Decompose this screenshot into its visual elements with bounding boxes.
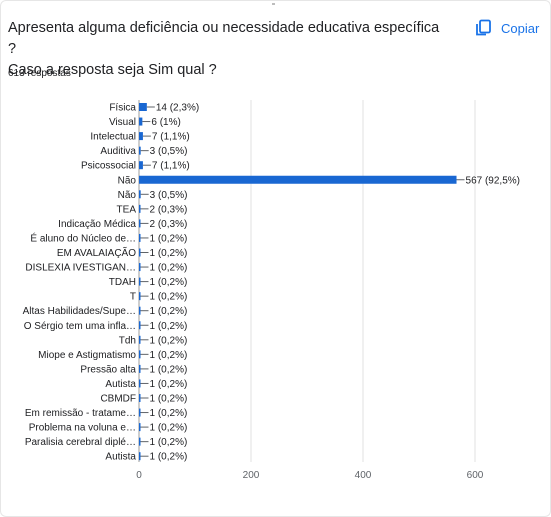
bar — [139, 452, 141, 461]
bar — [139, 161, 143, 170]
category-label: Psicossocial — [81, 161, 136, 172]
category-label: Tdh — [119, 335, 136, 346]
category-label: Visual — [109, 117, 136, 128]
bar — [139, 306, 141, 315]
bar — [139, 263, 141, 272]
bar — [139, 321, 141, 330]
category-label: T — [130, 292, 136, 303]
data-label: 567 (92,5%) — [466, 175, 520, 186]
data-label: 1 (0,2%) — [150, 364, 188, 375]
category-label: Não — [118, 190, 137, 201]
data-label: 6 (1%) — [151, 117, 180, 128]
category-label: É aluno do Núcleo de… — [30, 231, 136, 244]
category-label: Autista — [105, 452, 136, 463]
bar — [139, 394, 141, 402]
x-tick-label: 400 — [355, 470, 372, 481]
bar — [139, 350, 141, 359]
question-title: Apresenta alguma deficiência ou necessid… — [8, 18, 448, 81]
drag-handle — [272, 3, 275, 5]
bar — [139, 248, 141, 257]
data-label: 1 (0,2%) — [150, 423, 188, 434]
category-label: DISLEXIA IVESTIGAN… — [25, 263, 136, 274]
data-label: 1 (0,2%) — [150, 394, 188, 405]
category-label: TEA — [117, 204, 137, 215]
copy-button-label: Copiar — [501, 20, 540, 36]
data-label: 1 (0,2%) — [150, 452, 188, 463]
data-label: 1 (0,2%) — [150, 277, 188, 288]
bar — [139, 277, 141, 286]
bar — [139, 190, 141, 199]
bar — [139, 335, 141, 344]
bar — [139, 379, 141, 388]
category-label: Paralisia cerebral diplé… — [25, 437, 136, 448]
data-label: 1 (0,2%) — [150, 321, 188, 332]
category-label: Em remissão - tratame… — [25, 408, 136, 419]
data-label: 1 (0,2%) — [150, 437, 188, 448]
data-label: 1 (0,2%) — [150, 350, 188, 361]
data-label: 1 (0,2%) — [150, 292, 188, 303]
bar — [139, 233, 141, 242]
data-label: 14 (2,3%) — [156, 103, 199, 114]
data-label: 1 (0,2%) — [150, 263, 188, 274]
bar — [139, 219, 141, 228]
x-tick-label: 0 — [136, 470, 142, 481]
data-label: 1 (0,2%) — [150, 233, 188, 244]
bar — [139, 437, 141, 446]
data-label: 1 (0,2%) — [150, 306, 188, 317]
copy-icon — [476, 19, 491, 36]
category-label: Problema na voluna e… — [29, 423, 136, 434]
category-label: Não — [118, 175, 137, 186]
data-label: 2 (0,3%) — [150, 204, 188, 215]
category-label: Física — [109, 103, 136, 114]
data-label: 1 (0,2%) — [150, 335, 188, 346]
data-label: 3 (0,5%) — [150, 190, 188, 201]
x-tick-label: 600 — [467, 470, 484, 481]
bar — [139, 292, 141, 301]
bar — [139, 103, 147, 111]
data-label: 2 (0,3%) — [150, 219, 188, 230]
question-title-line1: Apresenta alguma deficiência ou necessid… — [8, 20, 440, 57]
category-label: Auditiva — [100, 146, 136, 157]
bar — [139, 117, 143, 126]
data-label: 1 (0,2%) — [150, 408, 188, 419]
bar — [139, 175, 457, 184]
data-label: 3 (0,5%) — [150, 146, 188, 157]
bar — [139, 408, 141, 417]
category-label: Pressão alta — [80, 364, 136, 375]
bar — [139, 146, 141, 155]
x-tick-label: 200 — [243, 470, 260, 481]
bar — [139, 423, 141, 432]
category-label: CBMDF — [100, 394, 136, 405]
response-count: 613 respostas — [8, 68, 71, 79]
category-label: Altas Habilidades/Supe… — [23, 306, 136, 317]
data-label: 1 (0,2%) — [150, 379, 188, 390]
category-label: Autista — [105, 379, 136, 390]
category-label: Miope e Astigmatismo — [38, 350, 136, 361]
category-label: TDAH — [109, 277, 136, 288]
bar — [139, 132, 143, 141]
category-label: O Sérgio tem uma infla… — [24, 321, 136, 332]
category-label: Indicação Médica — [58, 219, 136, 230]
data-label: 7 (1,1%) — [152, 161, 190, 172]
bar — [139, 364, 141, 373]
category-label: EM AVALAIAÇÃO — [57, 246, 136, 259]
data-label: 1 (0,2%) — [150, 248, 188, 259]
copy-button[interactable]: Copiar — [473, 17, 539, 39]
data-label: 7 (1,1%) — [152, 132, 190, 143]
question-title-line2: Caso a resposta seja Sim qual ? — [8, 62, 217, 78]
bar — [139, 204, 141, 213]
category-label: Intelectual — [90, 132, 136, 143]
